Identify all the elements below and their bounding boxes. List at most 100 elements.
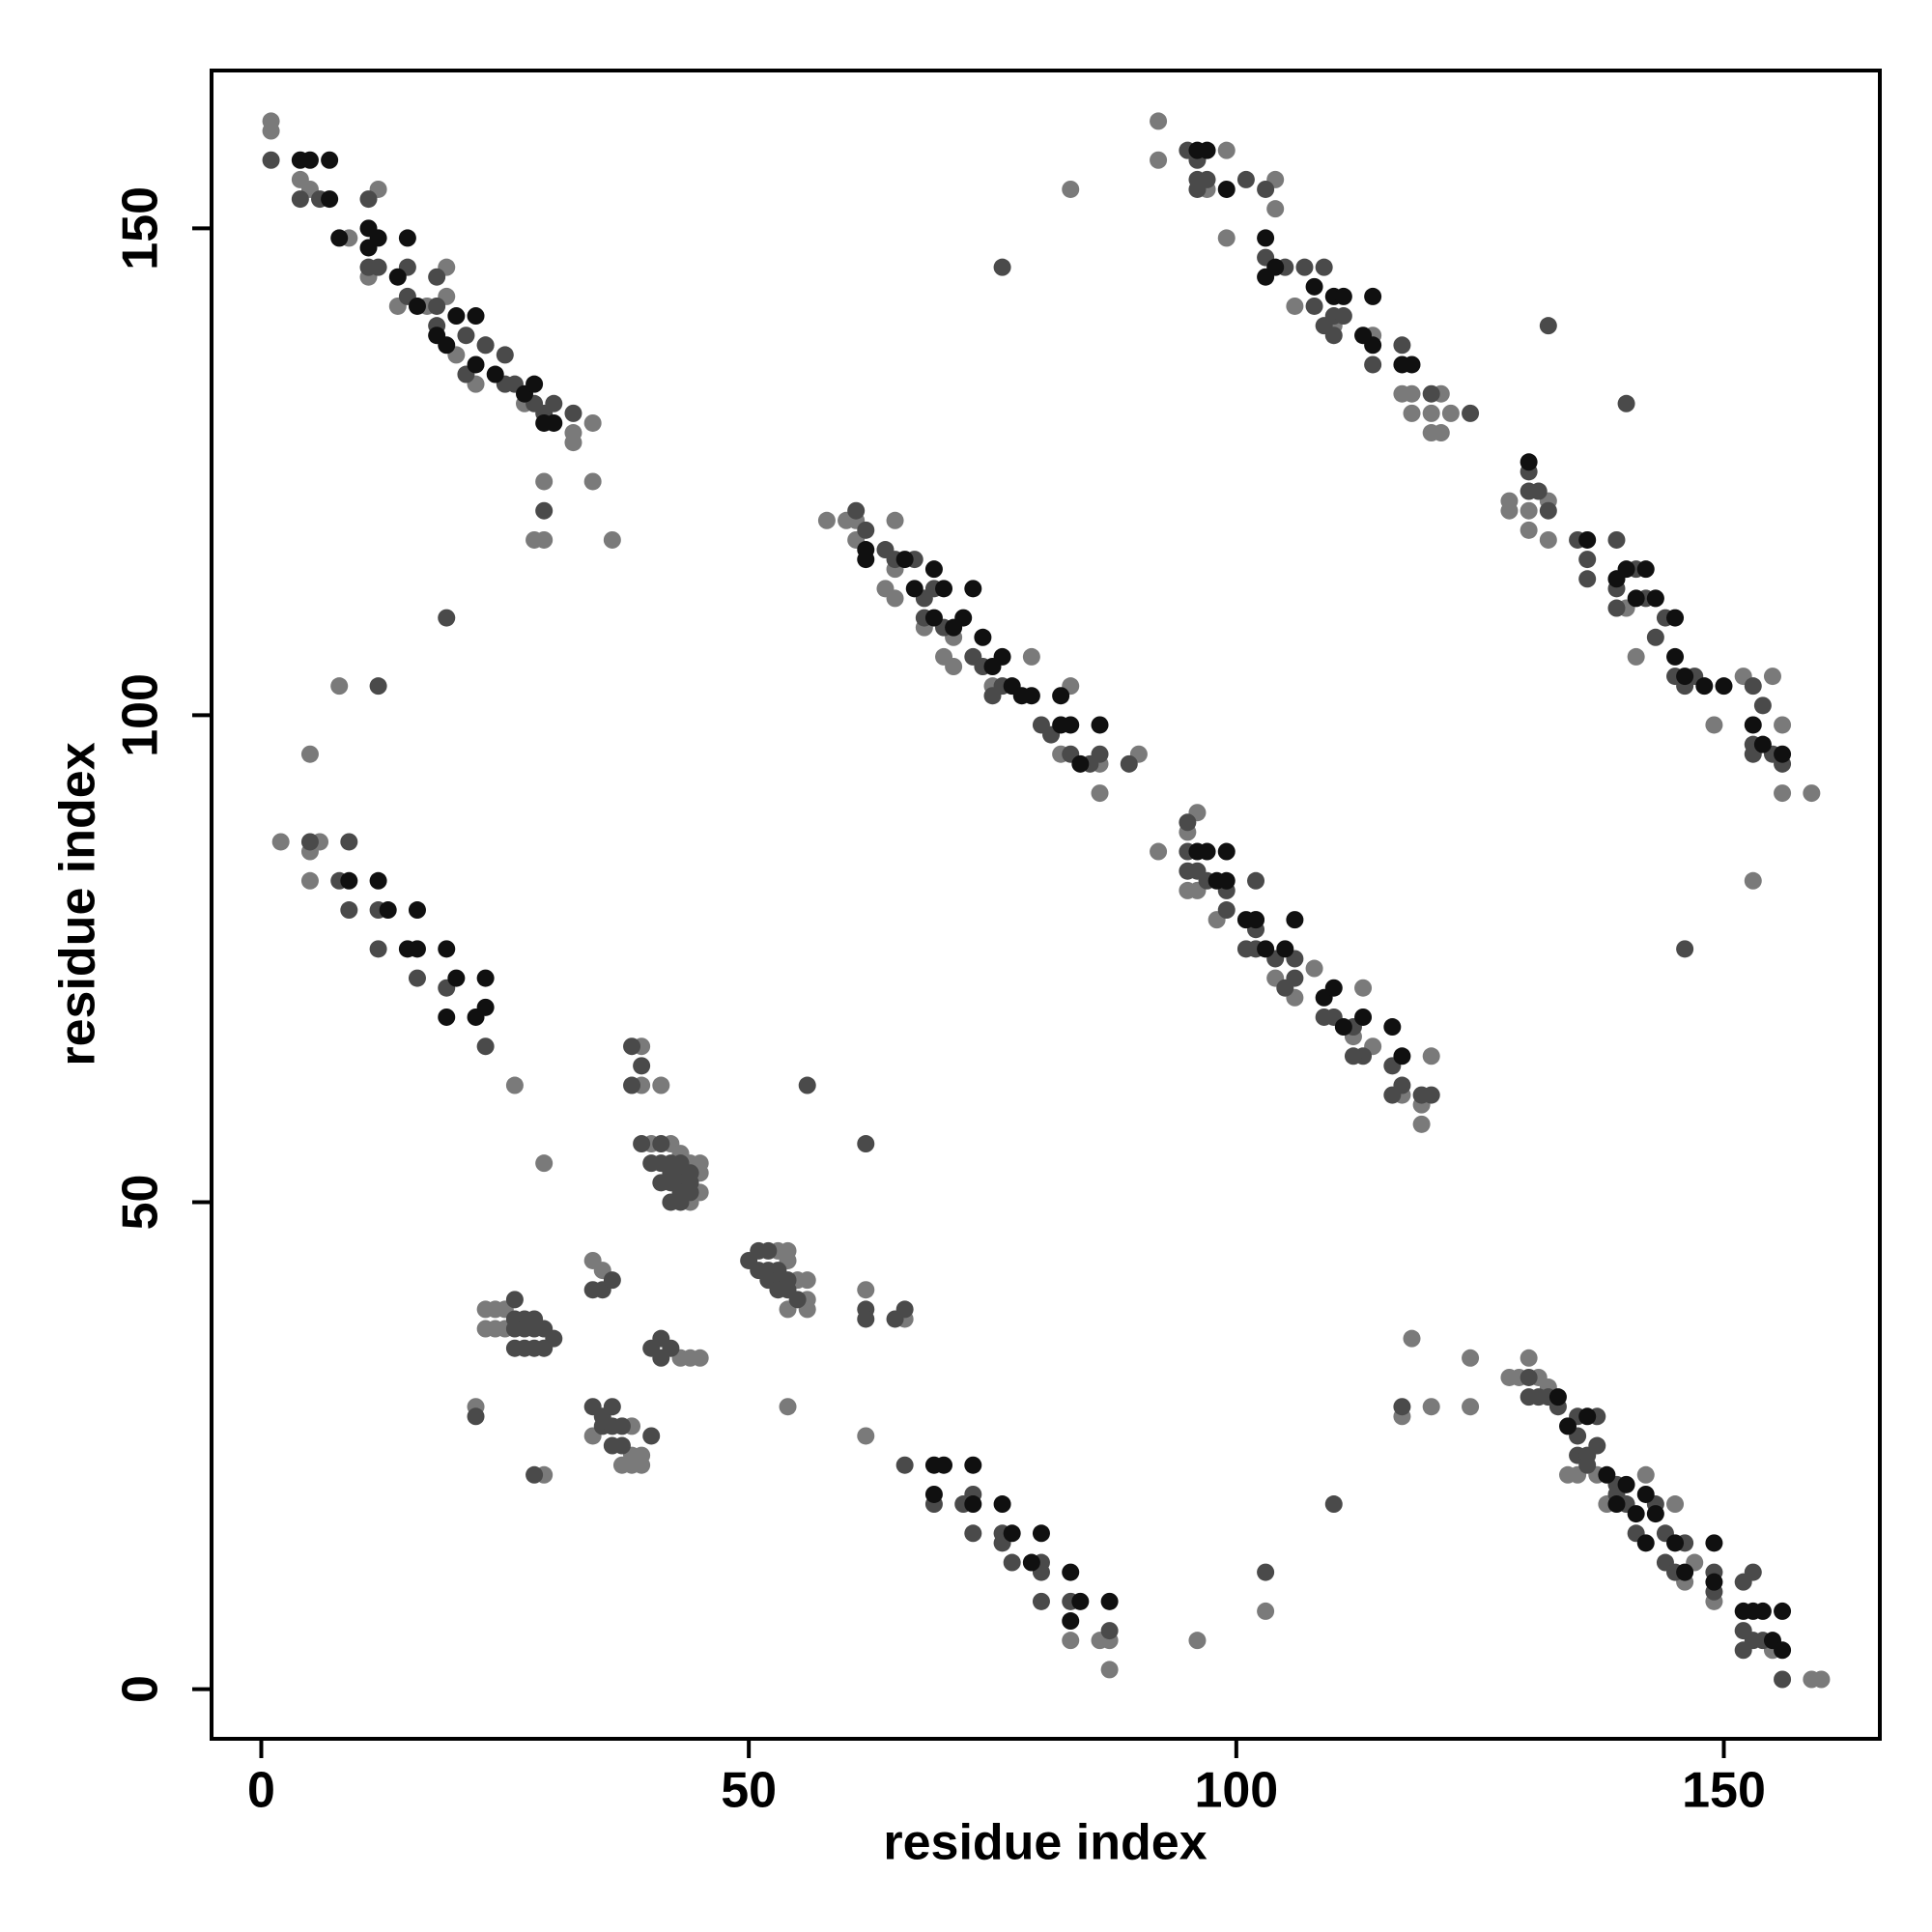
point — [1364, 287, 1382, 305]
point — [652, 1135, 670, 1153]
point — [924, 609, 943, 627]
point — [526, 375, 544, 393]
point — [1022, 687, 1040, 705]
point — [291, 190, 309, 209]
point — [1774, 1602, 1792, 1620]
point — [1100, 1661, 1119, 1679]
point — [321, 190, 339, 209]
point — [1500, 492, 1519, 510]
point — [895, 1456, 914, 1474]
point — [1217, 180, 1236, 198]
point — [612, 1417, 631, 1435]
point — [886, 511, 904, 529]
point — [1062, 1632, 1080, 1650]
point — [964, 1524, 982, 1543]
point — [1003, 1524, 1021, 1543]
point — [1598, 1465, 1616, 1484]
point — [271, 833, 290, 851]
point — [1188, 1632, 1207, 1650]
point — [1334, 307, 1352, 326]
point — [1774, 1641, 1792, 1660]
point — [1548, 1388, 1567, 1406]
point — [1617, 394, 1635, 412]
point — [1383, 1086, 1402, 1104]
point — [876, 541, 895, 559]
point — [1052, 687, 1070, 705]
point — [1032, 1592, 1050, 1610]
point — [476, 969, 495, 987]
point — [603, 1398, 621, 1416]
point — [857, 551, 875, 569]
point — [857, 521, 875, 539]
point — [759, 1241, 778, 1260]
point — [817, 511, 836, 529]
point — [1462, 1349, 1480, 1367]
point — [1412, 1115, 1431, 1133]
point — [1354, 1008, 1373, 1026]
point — [623, 1076, 641, 1094]
point — [564, 434, 582, 452]
point — [857, 1427, 875, 1445]
point — [262, 122, 280, 140]
point — [1578, 1456, 1597, 1474]
point — [1071, 1592, 1090, 1610]
point — [1091, 745, 1109, 763]
point — [438, 1008, 456, 1026]
point — [1150, 112, 1168, 130]
point — [1198, 842, 1216, 861]
point — [467, 307, 485, 326]
point — [1744, 716, 1762, 734]
point — [1753, 735, 1772, 753]
point — [1179, 881, 1197, 899]
point — [1715, 677, 1733, 696]
x-tick-label: 50 — [721, 1763, 777, 1819]
point — [467, 1407, 485, 1426]
point — [857, 1310, 875, 1328]
point — [535, 472, 554, 491]
point — [964, 580, 982, 598]
point — [633, 1456, 651, 1474]
point — [788, 1291, 807, 1309]
point — [467, 355, 485, 374]
point — [798, 1076, 816, 1094]
point — [1403, 1329, 1421, 1348]
point — [330, 229, 349, 247]
point — [1705, 1534, 1723, 1552]
point — [1217, 901, 1236, 920]
y-axis-title: residue index — [50, 742, 106, 1065]
point — [1266, 200, 1285, 218]
point — [857, 1135, 875, 1153]
point — [476, 1037, 495, 1056]
point — [1062, 180, 1080, 198]
point — [603, 1271, 621, 1290]
point — [535, 530, 554, 549]
point — [408, 940, 426, 958]
point — [1695, 677, 1714, 696]
point — [1705, 1573, 1723, 1591]
point — [1022, 1553, 1040, 1572]
point — [1257, 1563, 1275, 1581]
point — [408, 969, 426, 987]
point — [1344, 1047, 1362, 1065]
point — [1432, 424, 1450, 442]
point — [1744, 677, 1762, 696]
point — [321, 151, 339, 169]
point — [1559, 1417, 1577, 1435]
point — [1179, 813, 1197, 832]
point — [924, 1485, 943, 1503]
point — [886, 589, 904, 608]
point — [1383, 1018, 1402, 1037]
point — [1315, 258, 1333, 276]
point — [1520, 1349, 1538, 1367]
point — [447, 307, 466, 326]
point — [359, 190, 378, 209]
point — [1578, 570, 1597, 588]
point — [1422, 404, 1440, 422]
point — [526, 1465, 544, 1484]
point — [1403, 355, 1421, 374]
point — [1257, 268, 1275, 286]
point — [1393, 1398, 1411, 1416]
point — [1286, 969, 1304, 987]
point — [954, 609, 973, 627]
point — [1422, 384, 1440, 403]
